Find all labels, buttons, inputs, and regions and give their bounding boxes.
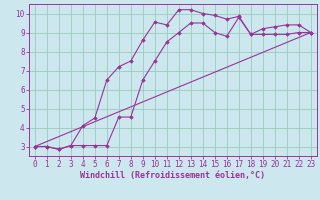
X-axis label: Windchill (Refroidissement éolien,°C): Windchill (Refroidissement éolien,°C)	[80, 171, 265, 180]
